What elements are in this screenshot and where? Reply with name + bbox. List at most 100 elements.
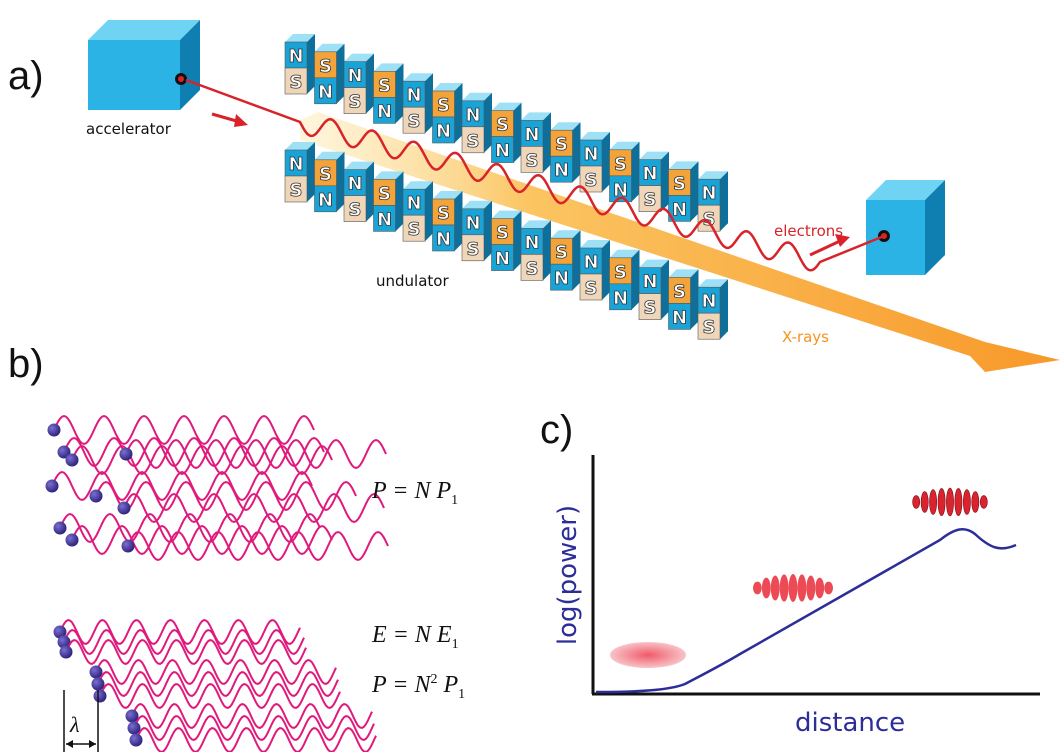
magnet-block: SN	[668, 269, 699, 330]
magnet-block: NS	[461, 92, 492, 154]
electron-dot	[53, 521, 67, 535]
magnet-pole-label: N	[524, 232, 539, 253]
electron-dot	[127, 721, 141, 735]
emitted-wave	[133, 715, 375, 741]
magnet-pole-label: S	[496, 115, 509, 136]
microbunch-slice	[806, 575, 816, 601]
magnet-pole-label: N	[672, 307, 687, 328]
magnet-block: SN	[373, 63, 404, 124]
incoherent-waves	[45, 414, 389, 562]
electron-bunch-partial	[753, 574, 833, 602]
microbunch-slice	[929, 489, 937, 515]
wavelength-symbol: λ	[70, 712, 80, 737]
magnet-pole-label: S	[437, 95, 450, 116]
microbunch-slice	[937, 488, 946, 516]
magnet-pole-label: S	[526, 258, 539, 279]
emitted-wave	[51, 470, 313, 502]
emitted-wave	[127, 530, 389, 562]
xrays-label: X-rays	[782, 328, 829, 346]
magnet-pole-label: N	[701, 291, 716, 312]
microbunch-slice	[788, 574, 798, 602]
magnet-pole-label: N	[347, 174, 362, 195]
electron-dot	[119, 447, 133, 461]
electron-dot	[57, 445, 71, 459]
emitted-wave	[63, 629, 305, 655]
magnet-block: NS	[697, 279, 728, 340]
electron-dot	[47, 423, 61, 437]
undulator-label: undulator	[376, 272, 449, 290]
magnet-pole-label: N	[318, 82, 333, 103]
emitted-wave	[125, 438, 387, 470]
microbunch-slice	[979, 495, 988, 509]
electron-beam	[185, 78, 885, 272]
panel-c	[591, 455, 1040, 696]
electron-bunch-unbunched	[610, 642, 686, 668]
coherent-field-equation: E = N E1	[372, 622, 459, 652]
magnet-pole-label: N	[495, 141, 510, 162]
arrow-icon	[211, 112, 248, 127]
magnet-pole-label: N	[436, 229, 451, 250]
emitted-wave	[53, 414, 315, 446]
panel-b-label: b)	[8, 342, 44, 386]
emitted-wave	[71, 444, 333, 476]
magnet-block: NS	[343, 53, 374, 114]
magnet-block: NS	[697, 171, 728, 232]
magnet-pole-label: S	[496, 223, 509, 244]
magnet-pole-label: N	[701, 183, 716, 204]
magnet-pole-label: S	[467, 239, 480, 260]
magnet-pole-label: S	[319, 164, 332, 185]
electron-dot	[129, 733, 143, 747]
magnet-pole-label: N	[377, 209, 392, 230]
electron-dot	[65, 453, 79, 467]
y-axis-title: log(power)	[553, 504, 583, 646]
electron-dot	[57, 635, 71, 649]
magnet-pole-label: S	[349, 92, 362, 113]
magnet-pole-label: S	[673, 173, 686, 194]
magnet-pole-label: N	[672, 199, 687, 220]
magnet-pole-label: S	[644, 298, 657, 319]
magnet-pole-label: N	[642, 164, 657, 185]
emitted-wave	[95, 659, 337, 685]
magnet-block: SN	[550, 122, 581, 183]
emitted-wave	[97, 671, 339, 697]
magnet-pole-label: S	[673, 281, 686, 302]
emitted-wave	[123, 492, 385, 524]
magnet-block: NS	[284, 34, 315, 95]
emitted-wave	[135, 727, 377, 752]
electron-dot	[45, 479, 59, 493]
gain-curve	[595, 527, 1017, 694]
electron-dot	[91, 677, 105, 691]
magnet-pole-label: S	[585, 278, 598, 299]
magnet-pole-label: S	[644, 190, 657, 211]
microbunch-slice	[770, 575, 780, 601]
magnet-pole-label: S	[555, 242, 568, 263]
magnet-block: NS	[284, 142, 315, 203]
magnet-block: NS	[343, 161, 374, 222]
emitted-wave	[59, 512, 321, 544]
magnet-pole-label: S	[526, 150, 539, 171]
microbunch-slice	[971, 491, 980, 513]
magnet-block: SN	[491, 102, 522, 163]
magnet-pole-label: N	[406, 85, 421, 106]
emitted-wave	[71, 524, 333, 556]
electron-dot	[89, 489, 103, 503]
magnet-pole-label: N	[613, 180, 628, 201]
magnet-pole-label: N	[465, 105, 480, 126]
magnet-pole-label: N	[642, 272, 657, 293]
electron-dot	[117, 501, 131, 515]
magnet-pole-label: N	[288, 46, 303, 67]
emitted-wave	[65, 639, 307, 665]
magnet-block: SN	[491, 210, 522, 271]
coherent-power-equation: P = N2 P1	[372, 672, 466, 702]
magnet-block: SN	[314, 151, 345, 213]
magnet-pole-label: N	[436, 121, 451, 142]
xray-beam	[300, 112, 1060, 372]
detector-icon	[866, 180, 945, 275]
magnet-pole-label: N	[583, 144, 598, 165]
magnet-pole-label: N	[583, 252, 598, 273]
magnet-pole-label: N	[495, 249, 510, 270]
magnet-block: SN	[550, 230, 581, 291]
magnet-pole-label: S	[437, 203, 450, 224]
magnet-pole-label: S	[408, 219, 421, 240]
